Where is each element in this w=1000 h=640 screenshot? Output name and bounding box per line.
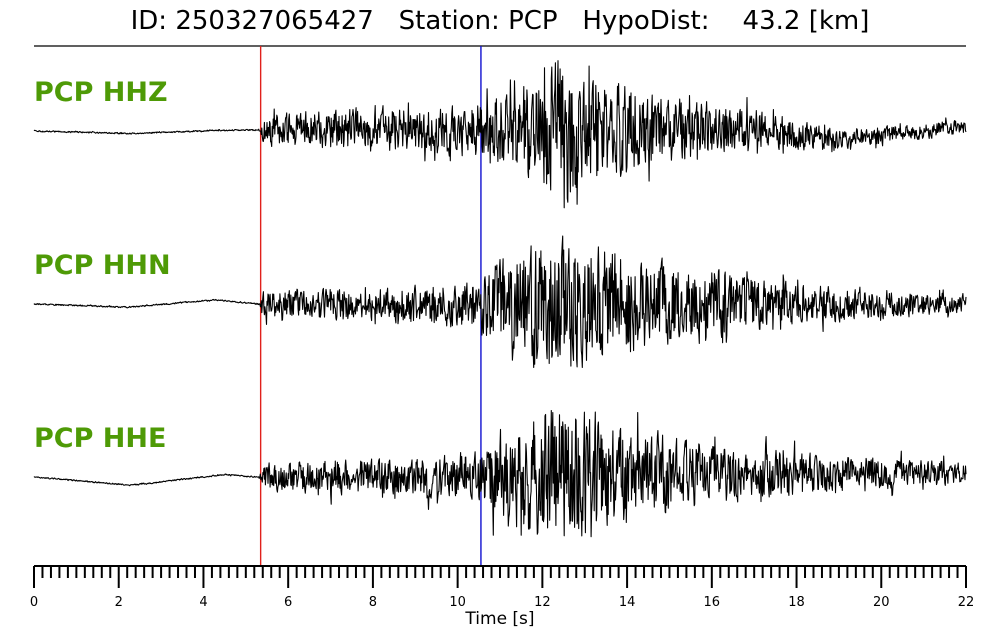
chart-title: ID: 250327065427 Station: PCP HypoDist: … bbox=[130, 6, 870, 36]
x-axis-label: Time [s] bbox=[464, 609, 534, 629]
x-tick-label: 14 bbox=[619, 595, 636, 610]
x-tick-label: 20 bbox=[873, 595, 890, 610]
x-tick-label: 22 bbox=[958, 595, 975, 610]
x-tick-label: 16 bbox=[704, 595, 721, 610]
x-tick-label: 12 bbox=[534, 595, 551, 610]
waveform-pcp-hhe bbox=[33, 409, 967, 538]
x-tick-label: 18 bbox=[788, 595, 805, 610]
x-tick-label: 8 bbox=[369, 595, 377, 610]
trace-label-pcp-hhe: PCP HHE bbox=[34, 423, 166, 454]
waveform-pcp-hhz bbox=[33, 60, 967, 209]
x-tick-label: 0 bbox=[30, 595, 38, 610]
x-tick-label: 4 bbox=[199, 595, 207, 610]
x-tick-label: 10 bbox=[449, 595, 466, 610]
trace-label-pcp-hhn: PCP HHN bbox=[34, 250, 171, 281]
x-tick-label: 2 bbox=[115, 595, 123, 610]
x-tick-label: 6 bbox=[284, 595, 292, 610]
trace-label-pcp-hhz: PCP HHZ bbox=[34, 77, 168, 108]
waveform-pcp-hhn bbox=[33, 235, 967, 369]
